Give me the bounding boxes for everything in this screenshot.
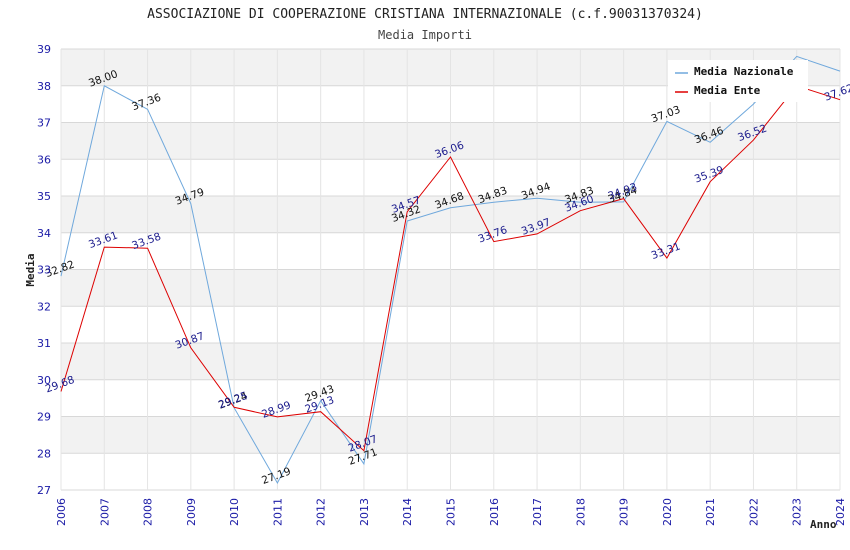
x-tick-label: 2015: [445, 498, 458, 526]
x-tick-label: 2014: [401, 498, 414, 526]
y-axis-label: Media: [24, 253, 37, 286]
y-tick-label: 38: [37, 80, 51, 93]
legend-box: [668, 60, 808, 102]
x-tick-label: 2013: [358, 498, 371, 526]
x-tick-label: 2021: [704, 498, 717, 526]
x-tick-label: 2022: [747, 498, 760, 526]
x-tick-label: 2011: [271, 498, 284, 526]
x-tick-label: 2018: [574, 498, 587, 526]
y-tick-label: 34: [37, 227, 51, 240]
x-tick-label: 2012: [315, 498, 328, 526]
x-tick-label: 2023: [791, 498, 804, 526]
legend-label-media-ente: Media Ente: [694, 84, 761, 97]
series-line-media-nazionale: [60, 55, 841, 485]
y-tick-label: 29: [37, 411, 51, 424]
y-tick-label: 30: [37, 374, 51, 387]
y-tick-label: 31: [37, 337, 51, 350]
legend-label-media-nazionale: Media Nazionale: [694, 65, 794, 78]
series-lines: [60, 55, 841, 485]
x-tick-label: 2007: [98, 498, 111, 526]
chart-subtitle: Media Importi: [378, 28, 472, 42]
y-tick-label: 27: [37, 484, 51, 497]
grid-lines: [60, 48, 841, 491]
y-tick-label: 36: [37, 153, 51, 166]
x-tick-label: 2006: [55, 498, 68, 526]
x-tick-label: 2020: [661, 498, 674, 526]
x-tick-label: 2008: [142, 498, 155, 526]
chart-title: ASSOCIAZIONE DI COOPERAZIONE CRISTIANA I…: [147, 7, 703, 22]
y-tick-label: 33: [37, 264, 51, 277]
x-axis-ticks: 2006 2007 2008 2009 2010 2011 2012 2013 2014 2015…: [55, 498, 847, 526]
y-tick-label: 37: [37, 117, 51, 130]
x-tick-label: 2016: [488, 498, 501, 526]
y-tick-label: 32: [37, 300, 51, 313]
x-axis-label: Anno: [810, 518, 837, 531]
y-axis-ticks: 27 28 29 30 31 32 33 34 35 36 37 38 39: [37, 43, 51, 497]
series-line-media-ente: [60, 85, 841, 452]
y-tick-label: 39: [37, 43, 51, 56]
x-tick-label: 2017: [531, 498, 544, 526]
y-tick-label: 35: [37, 190, 51, 203]
x-tick-label: 2009: [185, 498, 198, 526]
y-tick-label: 28: [37, 447, 51, 460]
legend: Media Nazionale Media Ente: [668, 60, 808, 102]
x-tick-label: 2010: [228, 498, 241, 526]
x-tick-label: 2019: [618, 498, 631, 526]
x-tick-label: 2024: [834, 498, 847, 526]
